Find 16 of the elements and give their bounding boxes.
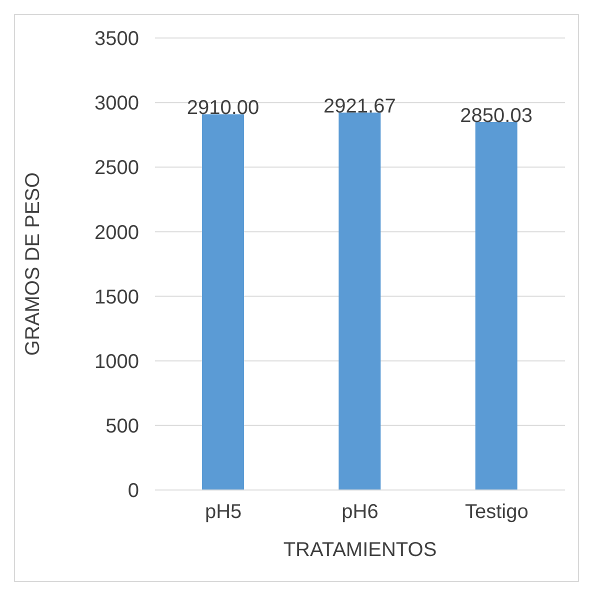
x-axis-title: TRATAMIENTOS [283,539,437,561]
data-label: 2910.00 [186,97,260,120]
x-tick-label: Testigo [464,501,528,524]
y-tick-label: 2500 [94,157,139,180]
y-tick-label: 1000 [94,350,139,373]
y-axis-title: GRAMOS DE PESO [22,172,44,356]
y-tick-label: 1500 [94,286,139,308]
y-tick-label: 3000 [94,92,139,115]
y-tick-label: 0 [128,480,139,502]
y-tick-label: 2000 [94,222,139,244]
x-tick-label: pH6 [342,501,378,524]
data-label: 2921.67 [324,96,396,118]
y-tick-label: 3500 [94,28,139,50]
data-label: 2850.03 [460,104,532,127]
y-tick-label: 500 [106,416,139,438]
x-tick-label: pH5 [204,501,242,524]
